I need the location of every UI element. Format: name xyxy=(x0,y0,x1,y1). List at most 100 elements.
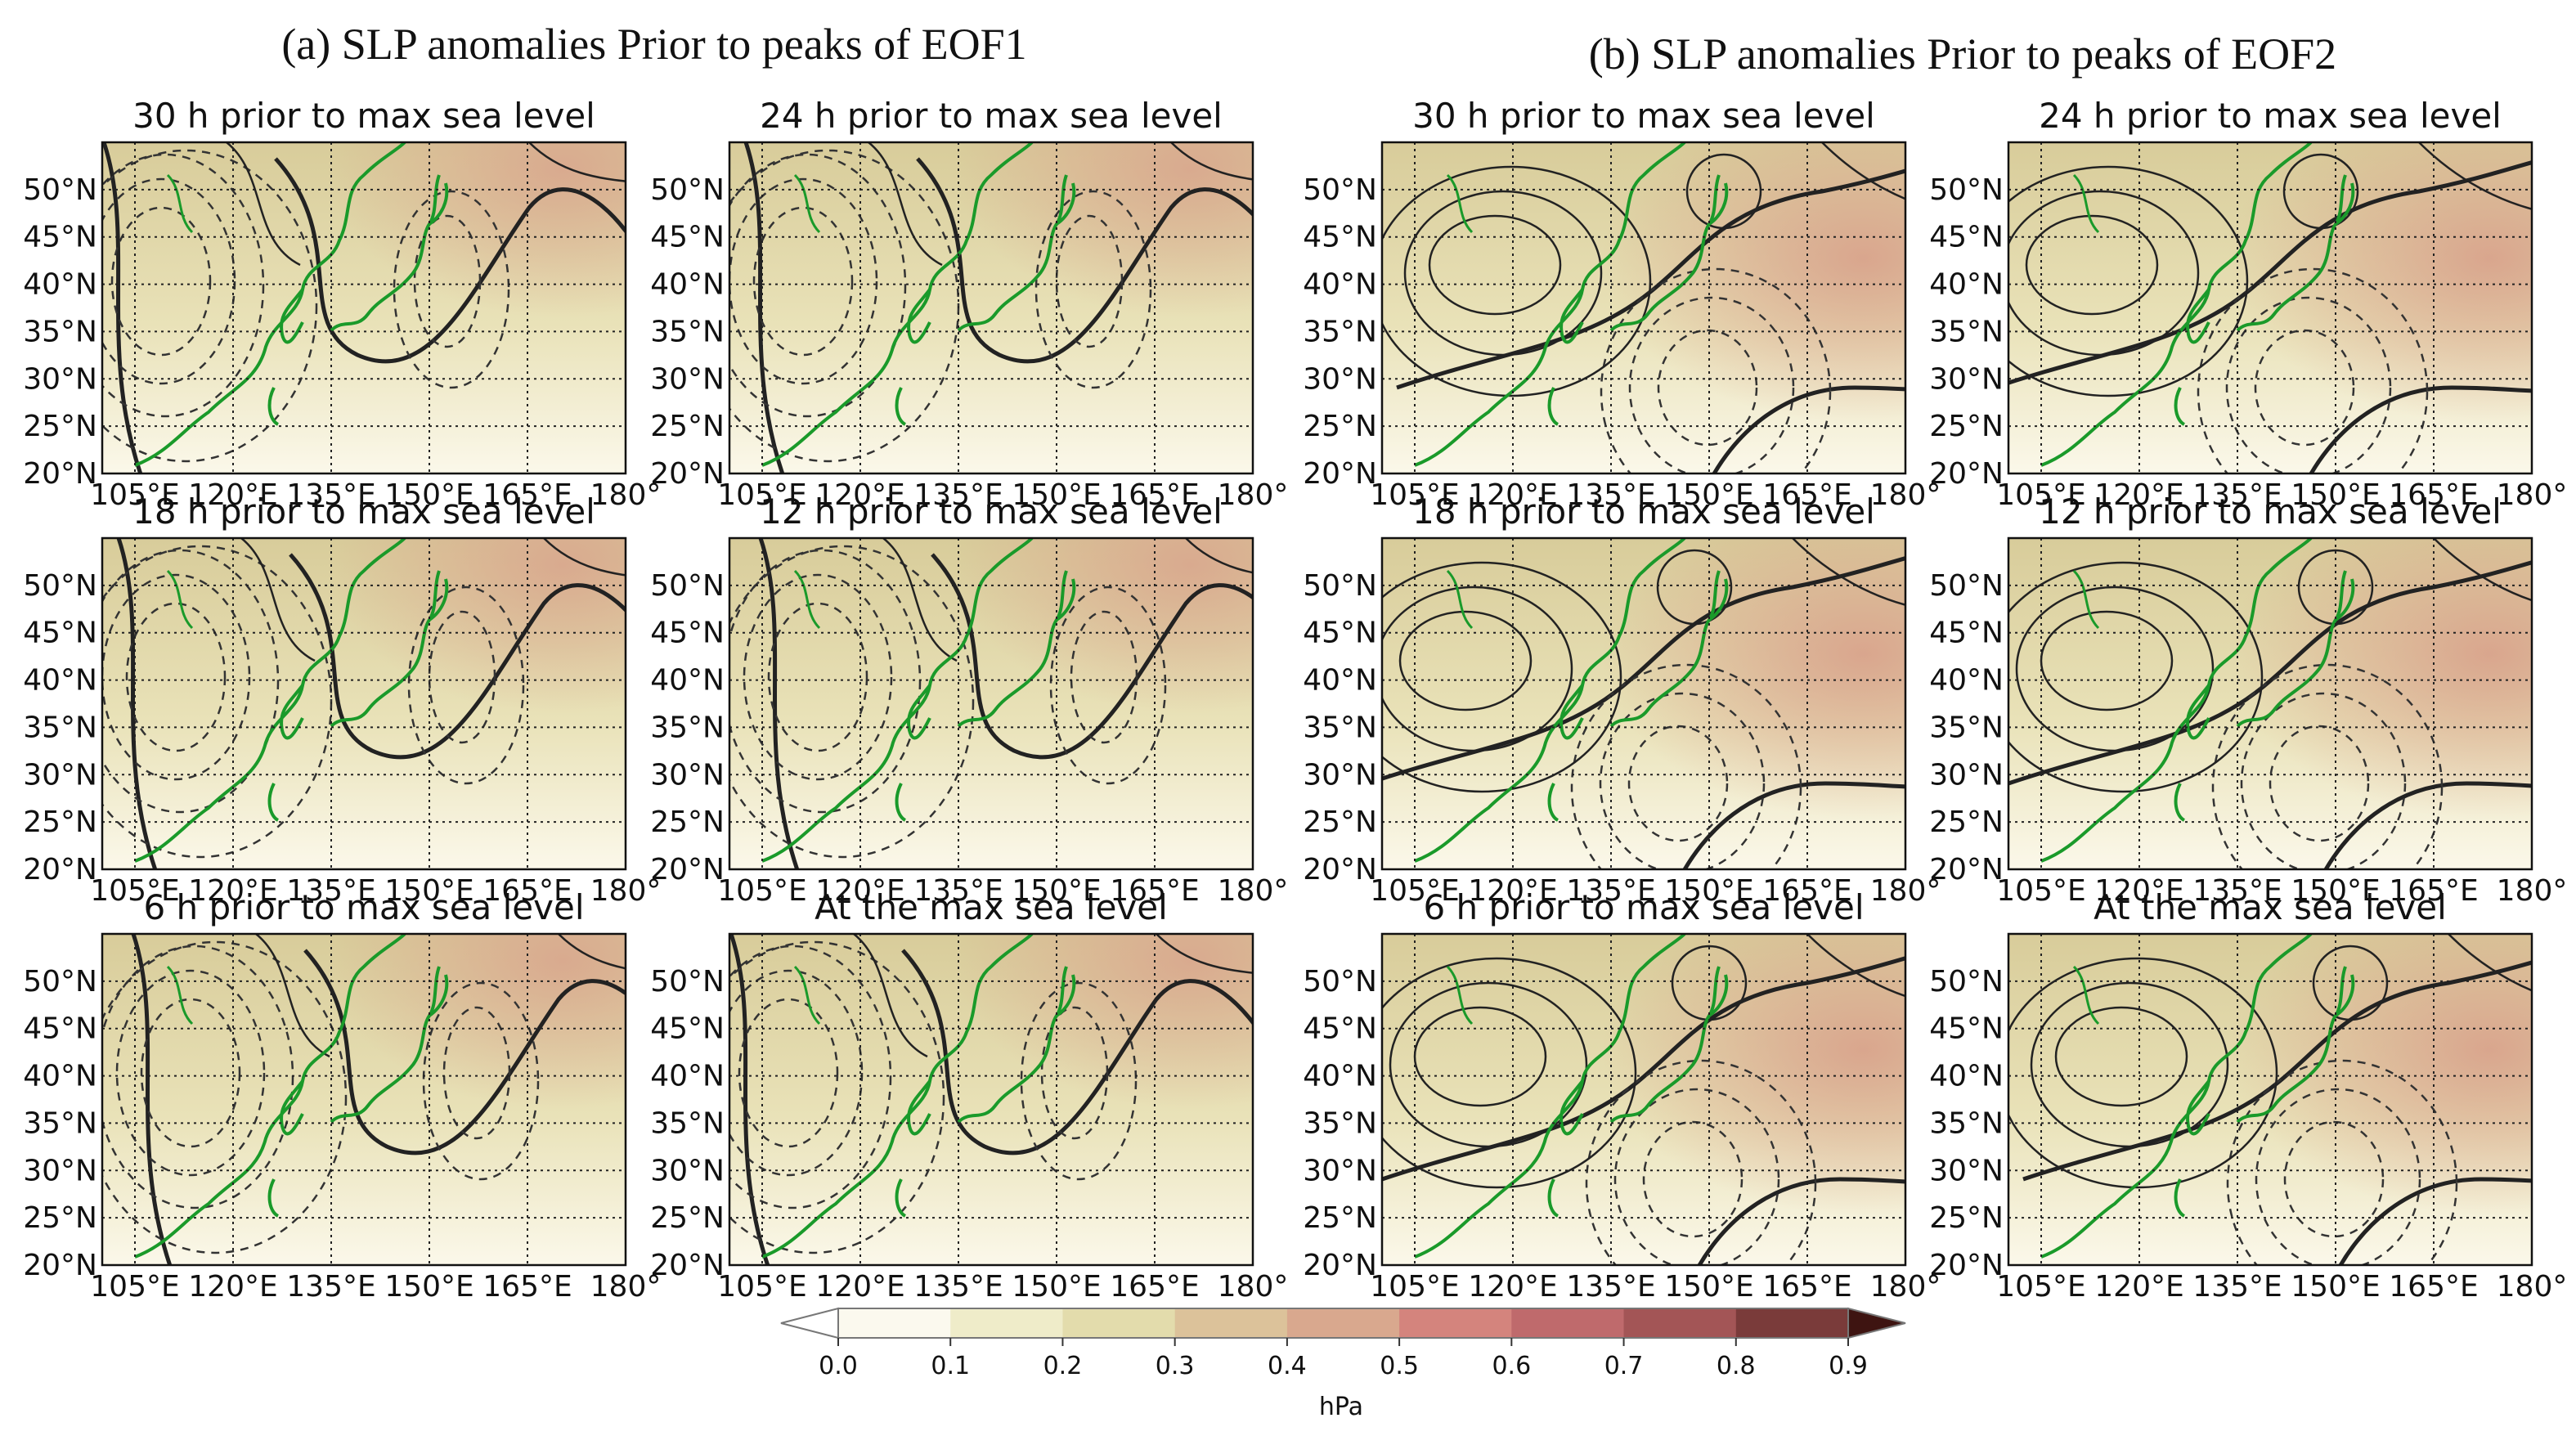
lat-tick-label: 20°N xyxy=(1929,1249,2004,1282)
lon-tick-label: 165°E xyxy=(1110,874,1199,908)
lat-tick-label: 50°N xyxy=(1303,569,1377,603)
map-field xyxy=(1382,142,1905,473)
colorbar-swatch xyxy=(950,1308,1063,1338)
lat-tick-label: 20°N xyxy=(23,457,97,491)
lon-tick-label: 120°E xyxy=(1468,1270,1557,1304)
panel-frame xyxy=(728,536,1254,871)
lat-tick-label: 20°N xyxy=(1303,457,1377,491)
map-field xyxy=(102,142,626,473)
lon-tick-label: 150°E xyxy=(1664,874,1753,908)
lat-tick-label: 20°N xyxy=(1929,853,2004,886)
anomaly-max-shading xyxy=(1382,538,1905,869)
lat-tick-label: 40°N xyxy=(23,1060,97,1093)
lon-tick-label: 105°E xyxy=(1996,1270,2085,1304)
lon-tick-label: 120°E xyxy=(815,874,904,908)
map-field xyxy=(2008,934,2532,1265)
lat-tick-label: 30°N xyxy=(1303,758,1377,792)
lat-tick-label: 45°N xyxy=(23,617,97,650)
lon-tick-label: 120°E xyxy=(188,478,277,512)
lon-tick-label: 180° xyxy=(1870,478,1941,512)
lon-tick-label: 150°E xyxy=(1012,1270,1101,1304)
panel-frame xyxy=(728,932,1254,1267)
lat-tick-label: 25°N xyxy=(1303,806,1377,839)
map-panel: 12 h prior to max sea level 50°N 45°N 40°N 3… xyxy=(650,491,1289,908)
lat-tick-label: 30°N xyxy=(1303,362,1377,396)
map-field xyxy=(1382,538,1905,869)
colorbar-label: hPa xyxy=(1319,1393,1363,1421)
lon-tick-label: 165°E xyxy=(482,874,572,908)
lon-tick-label: 135°E xyxy=(2192,1270,2282,1304)
lat-tick-label: 40°N xyxy=(23,664,97,698)
lat-tick-label: 40°N xyxy=(1929,664,2004,698)
lat-tick-label: 50°N xyxy=(1929,569,2004,603)
lon-tick-label: 165°E xyxy=(1762,1270,1851,1304)
lat-tick-label: 30°N xyxy=(23,758,97,792)
lon-tick-label: 180° xyxy=(590,874,662,908)
lon-tick-label: 165°E xyxy=(2389,1270,2478,1304)
lon-tick-label: 165°E xyxy=(482,478,572,512)
anomaly-max-shading xyxy=(2008,142,2532,473)
lon-tick-label: 120°E xyxy=(815,478,904,512)
lat-tick-label: 20°N xyxy=(650,457,725,491)
lon-tick-label: 180° xyxy=(2497,874,2568,908)
lat-tick-label: 45°N xyxy=(1929,617,2004,650)
lon-tick-label: 165°E xyxy=(2389,478,2478,512)
lat-tick-label: 25°N xyxy=(23,1201,97,1235)
lat-tick-label: 45°N xyxy=(1303,221,1377,254)
lat-tick-label: 30°N xyxy=(23,1154,97,1187)
colorbar-swatch xyxy=(1174,1308,1288,1338)
lat-tick-label: 45°N xyxy=(1303,617,1377,650)
panel-frame xyxy=(1380,932,1907,1267)
lon-tick-label: 120°E xyxy=(815,1270,904,1304)
lon-tick-label: 180° xyxy=(1218,874,1289,908)
lon-tick-label: 135°E xyxy=(1566,874,1655,908)
lon-tick-label: 120°E xyxy=(188,874,277,908)
lat-tick-label: 35°N xyxy=(1303,1106,1377,1140)
map-panel: At the max sea level 50°N 45°N 40°N 35°N 30°N… xyxy=(1929,887,2567,1304)
panel-title: At the max sea level xyxy=(815,887,1168,927)
map-panel: 24 h prior to max sea level 50°N 45°N 40°N 3… xyxy=(650,96,1289,512)
map-panel: 18 h prior to max sea level 50°N 45°N 40°N 3… xyxy=(23,491,662,908)
lon-tick-label: 180° xyxy=(1218,478,1289,512)
anomaly-max-shading xyxy=(1382,142,1905,473)
lat-tick-label: 35°N xyxy=(1929,711,2004,744)
map-field xyxy=(729,538,1253,869)
lon-tick-label: 135°E xyxy=(286,874,375,908)
lon-tick-label: 105°E xyxy=(717,874,806,908)
map-panel: 24 h prior to max sea level 50°N 45°N 40°N 3… xyxy=(1929,96,2567,512)
lon-tick-label: 120°E xyxy=(2094,874,2183,908)
lat-tick-label: 25°N xyxy=(650,410,725,443)
lon-tick-label: 135°E xyxy=(2192,478,2282,512)
lon-tick-label: 180° xyxy=(1870,874,1941,908)
lon-tick-label: 120°E xyxy=(1468,478,1557,512)
colorbar-tick-label: 0.7 xyxy=(1604,1352,1644,1380)
colorbar-swatch xyxy=(1735,1308,1849,1338)
lat-tick-label: 35°N xyxy=(650,315,725,348)
lon-tick-label: 135°E xyxy=(1566,1270,1655,1304)
map-panel: 6 h prior to max sea level 50°N 45°N 40°N 35… xyxy=(1303,887,1941,1304)
lon-tick-label: 150°E xyxy=(1664,478,1753,512)
lon-tick-label: 105°E xyxy=(1996,478,2085,512)
lon-tick-label: 150°E xyxy=(2291,1270,2380,1304)
lat-tick-label: 40°N xyxy=(23,268,97,302)
lat-tick-label: 50°N xyxy=(23,569,97,603)
lat-tick-label: 50°N xyxy=(650,173,725,207)
lat-tick-label: 35°N xyxy=(23,1106,97,1140)
lat-tick-label: 50°N xyxy=(23,173,97,207)
panel-title: At the max sea level xyxy=(2094,887,2447,927)
lat-tick-label: 25°N xyxy=(1929,806,2004,839)
panel-title: 18 h prior to max sea level xyxy=(1412,491,1875,532)
lat-tick-label: 50°N xyxy=(1303,965,1377,998)
map-field xyxy=(102,934,626,1265)
lon-tick-label: 105°E xyxy=(90,874,179,908)
panel-frame xyxy=(101,932,627,1267)
anomaly-max-shading xyxy=(102,934,626,1265)
lon-tick-label: 150°E xyxy=(1012,478,1101,512)
map-panel: 12 h prior to max sea level 50°N 45°N 40°N 3… xyxy=(1929,491,2568,908)
lat-tick-label: 40°N xyxy=(1929,1060,2004,1093)
lon-tick-label: 180° xyxy=(1870,1270,1941,1304)
lat-tick-label: 40°N xyxy=(650,1060,725,1093)
lat-tick-label: 25°N xyxy=(1929,410,2004,443)
map-panel: 30 h prior to max sea level 50°N 45°N 40°N 3… xyxy=(1303,96,1941,512)
